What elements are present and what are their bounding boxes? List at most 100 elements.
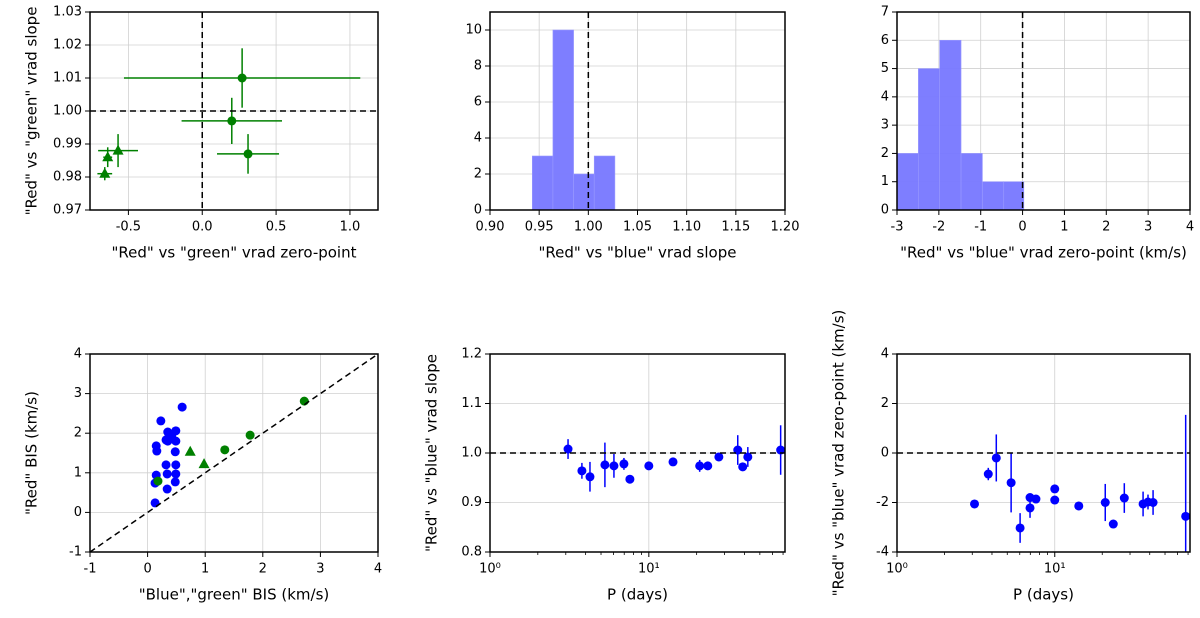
point bbox=[1108, 519, 1118, 529]
point bbox=[1100, 498, 1110, 507]
x-tick-label: -1 bbox=[84, 562, 97, 577]
x-tick-label: 3 bbox=[1144, 220, 1152, 235]
point bbox=[243, 149, 253, 159]
point bbox=[1015, 523, 1025, 533]
y-tick-label: 0.9 bbox=[461, 495, 482, 510]
point bbox=[714, 452, 724, 462]
axes-frame bbox=[896, 11, 1191, 211]
point bbox=[585, 472, 595, 482]
y-tick-label: 3 bbox=[74, 386, 82, 401]
point bbox=[600, 460, 610, 470]
point bbox=[171, 469, 181, 479]
panel: 10⁰ 10¹ -4 -2 0 2 4 P (days) "Red" vs "blue" vra… bbox=[830, 310, 1191, 604]
point bbox=[1050, 484, 1060, 494]
y-tick-label: 7 bbox=[881, 5, 889, 20]
x-axis-label: P (days) bbox=[1013, 586, 1074, 604]
x-axis-label: "Red" vs "blue" vrad slope bbox=[539, 244, 737, 262]
point bbox=[1181, 511, 1190, 521]
x-axis-label: P (days) bbox=[607, 586, 668, 604]
panel: -1 0 1 2 3 4 -1 0 1 2 3 4 "Blue","green" BIS (km/s) "… bbox=[23, 347, 383, 604]
point bbox=[743, 452, 753, 462]
y-tick-label: 0 bbox=[474, 203, 482, 218]
point bbox=[152, 446, 162, 456]
x-tick-label: 3 bbox=[316, 562, 324, 577]
bar bbox=[939, 39, 962, 210]
x-tick-label: -2 bbox=[932, 220, 945, 235]
y-tick-label: 0.8 bbox=[461, 545, 482, 560]
x-tick-label: 10¹ bbox=[1044, 562, 1066, 577]
bar bbox=[573, 173, 595, 210]
axes-frame bbox=[896, 353, 1191, 553]
y-tick-label: 2 bbox=[474, 167, 482, 182]
bar bbox=[1003, 181, 1025, 210]
y-tick-label: 1.00 bbox=[53, 104, 82, 119]
x-tick-label: 1.15 bbox=[721, 220, 750, 235]
y-tick-label: 6 bbox=[881, 33, 889, 48]
point bbox=[177, 402, 187, 412]
plot-area bbox=[90, 12, 378, 210]
y-tick-label: 1 bbox=[74, 465, 82, 480]
bar bbox=[982, 181, 1005, 210]
y-tick-label: -4 bbox=[876, 545, 889, 560]
point bbox=[1025, 503, 1035, 513]
point bbox=[695, 461, 705, 471]
plot-area bbox=[531, 12, 616, 210]
y-tick-label: 1.03 bbox=[53, 5, 82, 20]
x-tick-label: -3 bbox=[891, 220, 904, 235]
x-tick-label: 2 bbox=[259, 562, 267, 577]
x-tick-label: 1.05 bbox=[623, 220, 652, 235]
x-tick-label: 4 bbox=[1186, 220, 1194, 235]
point bbox=[983, 469, 993, 479]
x-tick-label: -0.5 bbox=[116, 220, 141, 235]
y-tick-label: 2 bbox=[881, 146, 889, 161]
bar bbox=[960, 153, 983, 210]
y-tick-label: 1 bbox=[881, 174, 889, 189]
y-tick-label: 4 bbox=[881, 347, 889, 362]
point bbox=[668, 457, 678, 467]
y-tick-label: 1.01 bbox=[53, 71, 82, 86]
point bbox=[245, 430, 255, 440]
bar bbox=[918, 68, 940, 210]
identity-line bbox=[90, 354, 378, 552]
x-tick-label: 1 bbox=[1060, 220, 1068, 235]
y-tick-label: 10 bbox=[465, 23, 482, 38]
point bbox=[198, 458, 210, 469]
point bbox=[1119, 493, 1129, 503]
y-tick-label: 4 bbox=[881, 89, 889, 104]
axes-frame bbox=[489, 353, 786, 553]
point bbox=[150, 498, 160, 508]
point bbox=[112, 144, 124, 155]
y-tick-label: 3 bbox=[881, 118, 889, 133]
x-tick-label: 0.0 bbox=[192, 220, 213, 235]
x-tick-label: -1 bbox=[974, 220, 987, 235]
y-tick-label: 0.98 bbox=[53, 170, 82, 185]
y-tick-label: 0.97 bbox=[53, 203, 82, 218]
x-tick-label: 2 bbox=[1102, 220, 1110, 235]
x-tick-label: 0.90 bbox=[476, 220, 505, 235]
x-tick-label: 0.95 bbox=[525, 220, 554, 235]
y-axis-label: "Red" BIS (km/s) bbox=[23, 391, 41, 515]
axes-frame bbox=[89, 353, 379, 553]
y-tick-label: -1 bbox=[69, 545, 82, 560]
y-tick-label: 0 bbox=[881, 446, 889, 461]
point bbox=[171, 436, 181, 446]
point bbox=[577, 466, 587, 476]
point bbox=[171, 460, 181, 470]
x-tick-label: 10⁰ bbox=[479, 562, 501, 577]
panel: 0.90 0.95 1.00 1.05 1.10 1.15 1.20 0 2 4 6 8 10 "Red"… bbox=[465, 11, 799, 262]
x-axis-label: "Red" vs "blue" vrad zero-point (km/s) bbox=[900, 244, 1187, 262]
y-tick-label: 2 bbox=[881, 396, 889, 411]
panel: -0.5 0.0 0.5 1.0 0.97 0.98 0.99 1.00 1.01 1.02 1.0… bbox=[23, 5, 379, 262]
point bbox=[156, 416, 166, 426]
point bbox=[970, 499, 980, 509]
y-tick-label: 0 bbox=[881, 203, 889, 218]
x-axis-label: "Red" vs "green" vrad zero-point bbox=[111, 244, 356, 262]
point bbox=[563, 444, 573, 454]
point bbox=[703, 461, 713, 471]
y-axis-label: "Red" vs "blue" vrad zero-point (km/s) bbox=[830, 310, 848, 597]
y-tick-label: 0.99 bbox=[53, 137, 82, 152]
point bbox=[99, 167, 111, 178]
y-tick-label: 1.1 bbox=[461, 396, 482, 411]
y-tick-label: 4 bbox=[74, 347, 82, 362]
point bbox=[738, 462, 748, 472]
